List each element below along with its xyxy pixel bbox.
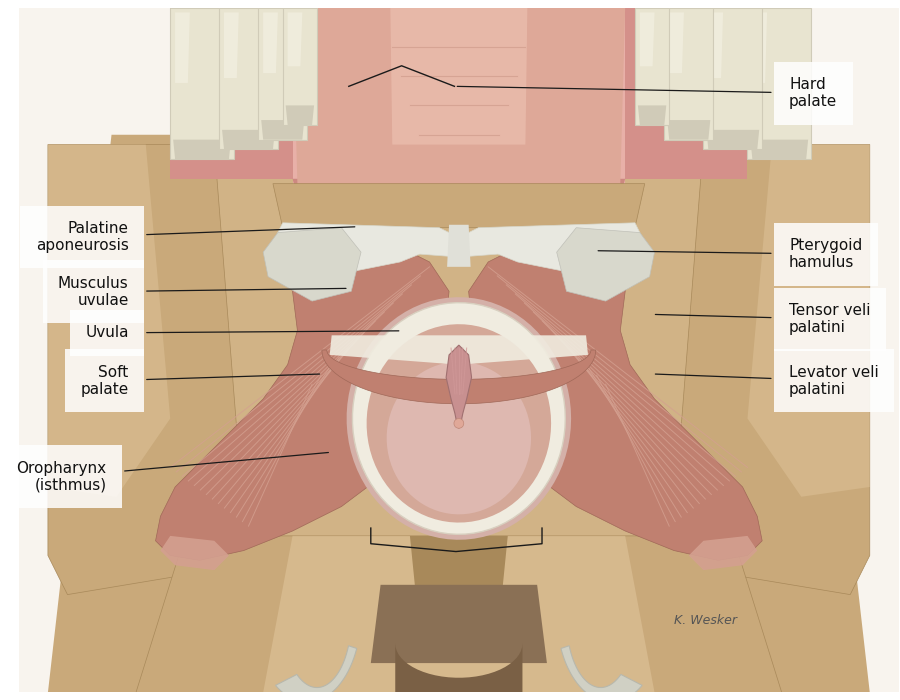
Polygon shape [292, 8, 626, 183]
Polygon shape [346, 298, 572, 540]
Polygon shape [387, 362, 531, 514]
Polygon shape [273, 183, 644, 228]
Polygon shape [353, 302, 565, 534]
Polygon shape [708, 13, 723, 78]
Text: Palatine
aponeurosis: Palatine aponeurosis [36, 220, 355, 253]
Polygon shape [748, 8, 811, 159]
Polygon shape [329, 335, 588, 365]
Polygon shape [366, 324, 551, 523]
Polygon shape [704, 8, 762, 149]
Circle shape [454, 419, 464, 428]
Polygon shape [156, 228, 449, 561]
Polygon shape [667, 120, 710, 139]
Polygon shape [561, 645, 643, 700]
Polygon shape [263, 228, 361, 301]
Polygon shape [224, 13, 238, 78]
Polygon shape [136, 536, 782, 692]
Polygon shape [292, 178, 626, 213]
Text: K. Wesker: K. Wesker [674, 614, 737, 627]
Polygon shape [391, 8, 527, 144]
Text: Musculus
uvulae: Musculus uvulae [58, 276, 346, 308]
Polygon shape [748, 144, 869, 497]
Polygon shape [261, 120, 304, 139]
Polygon shape [635, 8, 670, 125]
Polygon shape [292, 8, 626, 203]
Polygon shape [557, 228, 654, 301]
Polygon shape [446, 345, 472, 428]
Polygon shape [170, 8, 292, 178]
Text: Tensor veli
palatini: Tensor veli palatini [655, 303, 870, 335]
Polygon shape [48, 135, 869, 692]
Polygon shape [322, 350, 596, 404]
Polygon shape [469, 228, 762, 561]
Polygon shape [285, 106, 314, 125]
Polygon shape [288, 13, 302, 66]
Text: Uvula: Uvula [86, 326, 399, 340]
Text: Pterygoid
hamulus: Pterygoid hamulus [598, 238, 862, 270]
Polygon shape [273, 223, 644, 272]
Polygon shape [219, 8, 278, 149]
Polygon shape [751, 139, 808, 159]
Polygon shape [371, 584, 547, 663]
Text: Oropharynx
(isthmus): Oropharynx (isthmus) [16, 452, 328, 493]
Polygon shape [395, 643, 522, 692]
Text: Soft
palate: Soft palate [80, 365, 320, 397]
Polygon shape [263, 13, 278, 73]
Polygon shape [283, 8, 317, 125]
Polygon shape [173, 139, 231, 159]
Polygon shape [263, 536, 654, 692]
Polygon shape [170, 8, 234, 159]
Polygon shape [638, 106, 666, 125]
Polygon shape [176, 144, 742, 692]
Text: Levator veli
palatini: Levator veli palatini [655, 365, 878, 397]
Polygon shape [670, 13, 684, 73]
Polygon shape [664, 8, 713, 139]
Polygon shape [410, 536, 508, 634]
Polygon shape [752, 13, 767, 83]
Polygon shape [222, 130, 274, 149]
Polygon shape [258, 8, 307, 139]
Polygon shape [706, 130, 760, 149]
Polygon shape [640, 13, 654, 66]
Polygon shape [674, 144, 869, 594]
Polygon shape [626, 8, 748, 178]
Polygon shape [688, 536, 757, 570]
Polygon shape [160, 536, 229, 570]
Polygon shape [19, 8, 899, 692]
Polygon shape [447, 225, 471, 267]
Polygon shape [48, 144, 244, 594]
Polygon shape [275, 645, 356, 700]
Text: Hard
palate: Hard palate [457, 77, 837, 109]
Polygon shape [48, 144, 170, 497]
Polygon shape [176, 13, 190, 83]
